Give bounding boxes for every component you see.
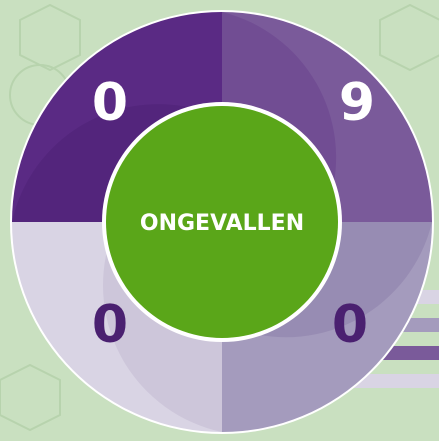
digit: 9	[339, 73, 375, 133]
graphic: ONGEVALLEN 0 9 0 0	[0, 0, 439, 441]
digit: 0	[92, 73, 128, 133]
page: {"center_label": "ONGEVALLEN", "digits":…	[0, 0, 439, 441]
digit: 0	[92, 295, 128, 355]
center-label: ONGEVALLEN	[140, 211, 304, 236]
digit: 0	[332, 295, 368, 355]
